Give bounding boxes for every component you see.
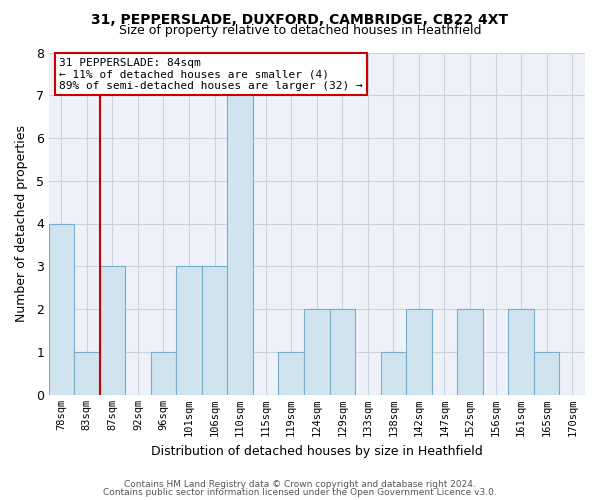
Bar bbox=[74, 352, 100, 395]
Text: 31 PEPPERSLADE: 84sqm
← 11% of detached houses are smaller (4)
89% of semi-detac: 31 PEPPERSLADE: 84sqm ← 11% of detached … bbox=[59, 58, 363, 91]
Bar bbox=[304, 309, 329, 394]
Bar bbox=[227, 95, 253, 394]
Bar bbox=[457, 309, 483, 394]
X-axis label: Distribution of detached houses by size in Heathfield: Distribution of detached houses by size … bbox=[151, 444, 482, 458]
Bar bbox=[329, 309, 355, 394]
Y-axis label: Number of detached properties: Number of detached properties bbox=[15, 125, 28, 322]
Bar bbox=[202, 266, 227, 394]
Bar bbox=[508, 309, 534, 394]
Bar bbox=[151, 352, 176, 395]
Text: Size of property relative to detached houses in Heathfield: Size of property relative to detached ho… bbox=[119, 24, 481, 37]
Bar bbox=[534, 352, 559, 395]
Bar bbox=[176, 266, 202, 394]
Text: 31, PEPPERSLADE, DUXFORD, CAMBRIDGE, CB22 4XT: 31, PEPPERSLADE, DUXFORD, CAMBRIDGE, CB2… bbox=[91, 12, 509, 26]
Bar bbox=[406, 309, 432, 394]
Bar bbox=[380, 352, 406, 395]
Bar bbox=[49, 224, 74, 394]
Bar bbox=[100, 266, 125, 394]
Text: Contains HM Land Registry data © Crown copyright and database right 2024.: Contains HM Land Registry data © Crown c… bbox=[124, 480, 476, 489]
Text: Contains public sector information licensed under the Open Government Licence v3: Contains public sector information licen… bbox=[103, 488, 497, 497]
Bar bbox=[278, 352, 304, 395]
